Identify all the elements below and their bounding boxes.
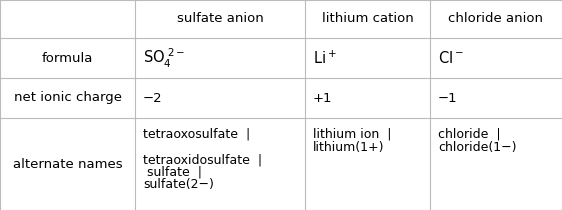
Text: formula: formula [42, 51, 93, 64]
Text: −2: −2 [143, 92, 162, 105]
Text: sulfate anion: sulfate anion [176, 13, 264, 25]
Text: chloride anion: chloride anion [448, 13, 543, 25]
Text: lithium ion  |: lithium ion | [313, 128, 392, 141]
Text: alternate names: alternate names [13, 158, 123, 171]
Text: sulfate  |: sulfate | [143, 165, 202, 178]
Text: $\mathsf{Cl^-}$: $\mathsf{Cl^-}$ [438, 50, 464, 66]
Text: +1: +1 [313, 92, 333, 105]
Text: sulfate(2−): sulfate(2−) [143, 178, 214, 191]
Text: $\mathsf{Li^+}$: $\mathsf{Li^+}$ [313, 49, 337, 67]
Text: tetraoxosulfate  |: tetraoxosulfate | [143, 128, 250, 141]
Text: net ionic charge: net ionic charge [13, 92, 121, 105]
Text: tetraoxidosulfate  |: tetraoxidosulfate | [143, 153, 262, 166]
Text: chloride(1−): chloride(1−) [438, 140, 516, 154]
Text: lithium cation: lithium cation [321, 13, 414, 25]
Text: $\mathsf{SO_4^{\ 2-}}$: $\mathsf{SO_4^{\ 2-}}$ [143, 46, 185, 70]
Text: −1: −1 [438, 92, 457, 105]
Text: chloride  |: chloride | [438, 128, 501, 141]
Text: lithium(1+): lithium(1+) [313, 140, 384, 154]
